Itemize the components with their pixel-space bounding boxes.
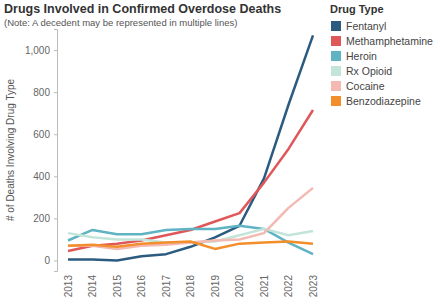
legend-label: Heroin: [346, 50, 377, 62]
series-line: [68, 35, 313, 260]
legend-swatch: [331, 21, 341, 31]
x-tick: 2015: [112, 271, 123, 297]
legend-swatch: [331, 81, 341, 91]
legend-swatch: [331, 96, 341, 106]
y-tick-mark: [54, 260, 57, 261]
legend-swatch: [331, 66, 341, 76]
y-tick: 200: [33, 213, 57, 224]
x-tick-label: 2013: [63, 275, 74, 298]
y-tick: 800: [33, 87, 57, 98]
x-tick-label: 2017: [161, 275, 172, 298]
y-tick-mark: [54, 176, 57, 177]
series-line: [68, 188, 313, 249]
y-tick-label: 200: [33, 213, 50, 224]
y-tick: 400: [33, 171, 57, 182]
x-tick: 2019: [210, 271, 221, 297]
x-tick: 2020: [234, 271, 245, 297]
x-tick: 2014: [87, 271, 98, 297]
x-tick: 2022: [283, 271, 294, 297]
x-tick: 2018: [185, 271, 196, 297]
legend: Drug Type Fentanyl Methamphetamine Heroin Rx…: [330, 3, 433, 107]
y-tick-label: 0: [44, 255, 50, 266]
x-tick: 2021: [259, 271, 270, 297]
y-tick-mark: [54, 218, 57, 219]
x-tick-label: 2014: [87, 275, 98, 298]
legend-swatch: [331, 51, 341, 61]
x-tick: 2023: [308, 271, 319, 297]
legend-label: Methamphetamine: [346, 35, 433, 47]
x-tick-label: 2016: [136, 275, 147, 298]
x-tick-label: 2019: [210, 275, 221, 298]
y-tick-mark: [54, 92, 57, 93]
y-tick-label: 400: [33, 171, 50, 182]
series-line: [68, 226, 313, 254]
series-line: [68, 242, 313, 249]
legend-label: Benzodiazepine: [346, 95, 421, 107]
x-tick-label: 2023: [308, 275, 319, 298]
y-tick-label: 600: [33, 129, 50, 140]
x-tick-label: 2015: [112, 275, 123, 298]
x-tick-label: 2020: [234, 275, 245, 298]
x-axis: 2013 2014 2015 2016 2017 2018 2019 2020 2021 2022…: [63, 271, 319, 297]
subtitle: (Note: A decedent may be represented in …: [4, 17, 237, 28]
x-tick: 2013: [63, 271, 74, 297]
x-tick: 2016: [136, 271, 147, 297]
plot-area: [68, 35, 313, 260]
y-tick-label: 800: [33, 87, 50, 98]
y-tick-mark: [54, 50, 57, 51]
x-tick-label: 2018: [185, 275, 196, 298]
y-tick-label: 1,000: [25, 45, 50, 56]
y-tick: 600: [33, 129, 57, 140]
legend-label: Cocaine: [346, 80, 385, 92]
legend-title: Drug Type: [330, 3, 384, 15]
y-tick: 0: [44, 255, 57, 266]
title: Drugs Involved in Confirmed Overdose Dea…: [4, 2, 281, 16]
y-axis-title: # of Deaths Involving Drug Type: [5, 79, 16, 222]
legend-label: Fentanyl: [346, 20, 386, 32]
legend-swatch: [331, 36, 341, 46]
y-axis: 0 200 400 600 800 1,000: [25, 30, 58, 272]
x-tick-label: 2021: [259, 275, 270, 298]
y-tick-mark: [54, 134, 57, 135]
y-axis-line: [54, 30, 58, 272]
y-tick: 1,000: [25, 45, 57, 56]
x-tick: 2017: [161, 271, 172, 297]
legend-label: Rx Opioid: [346, 65, 392, 77]
x-tick-label: 2022: [283, 275, 294, 298]
